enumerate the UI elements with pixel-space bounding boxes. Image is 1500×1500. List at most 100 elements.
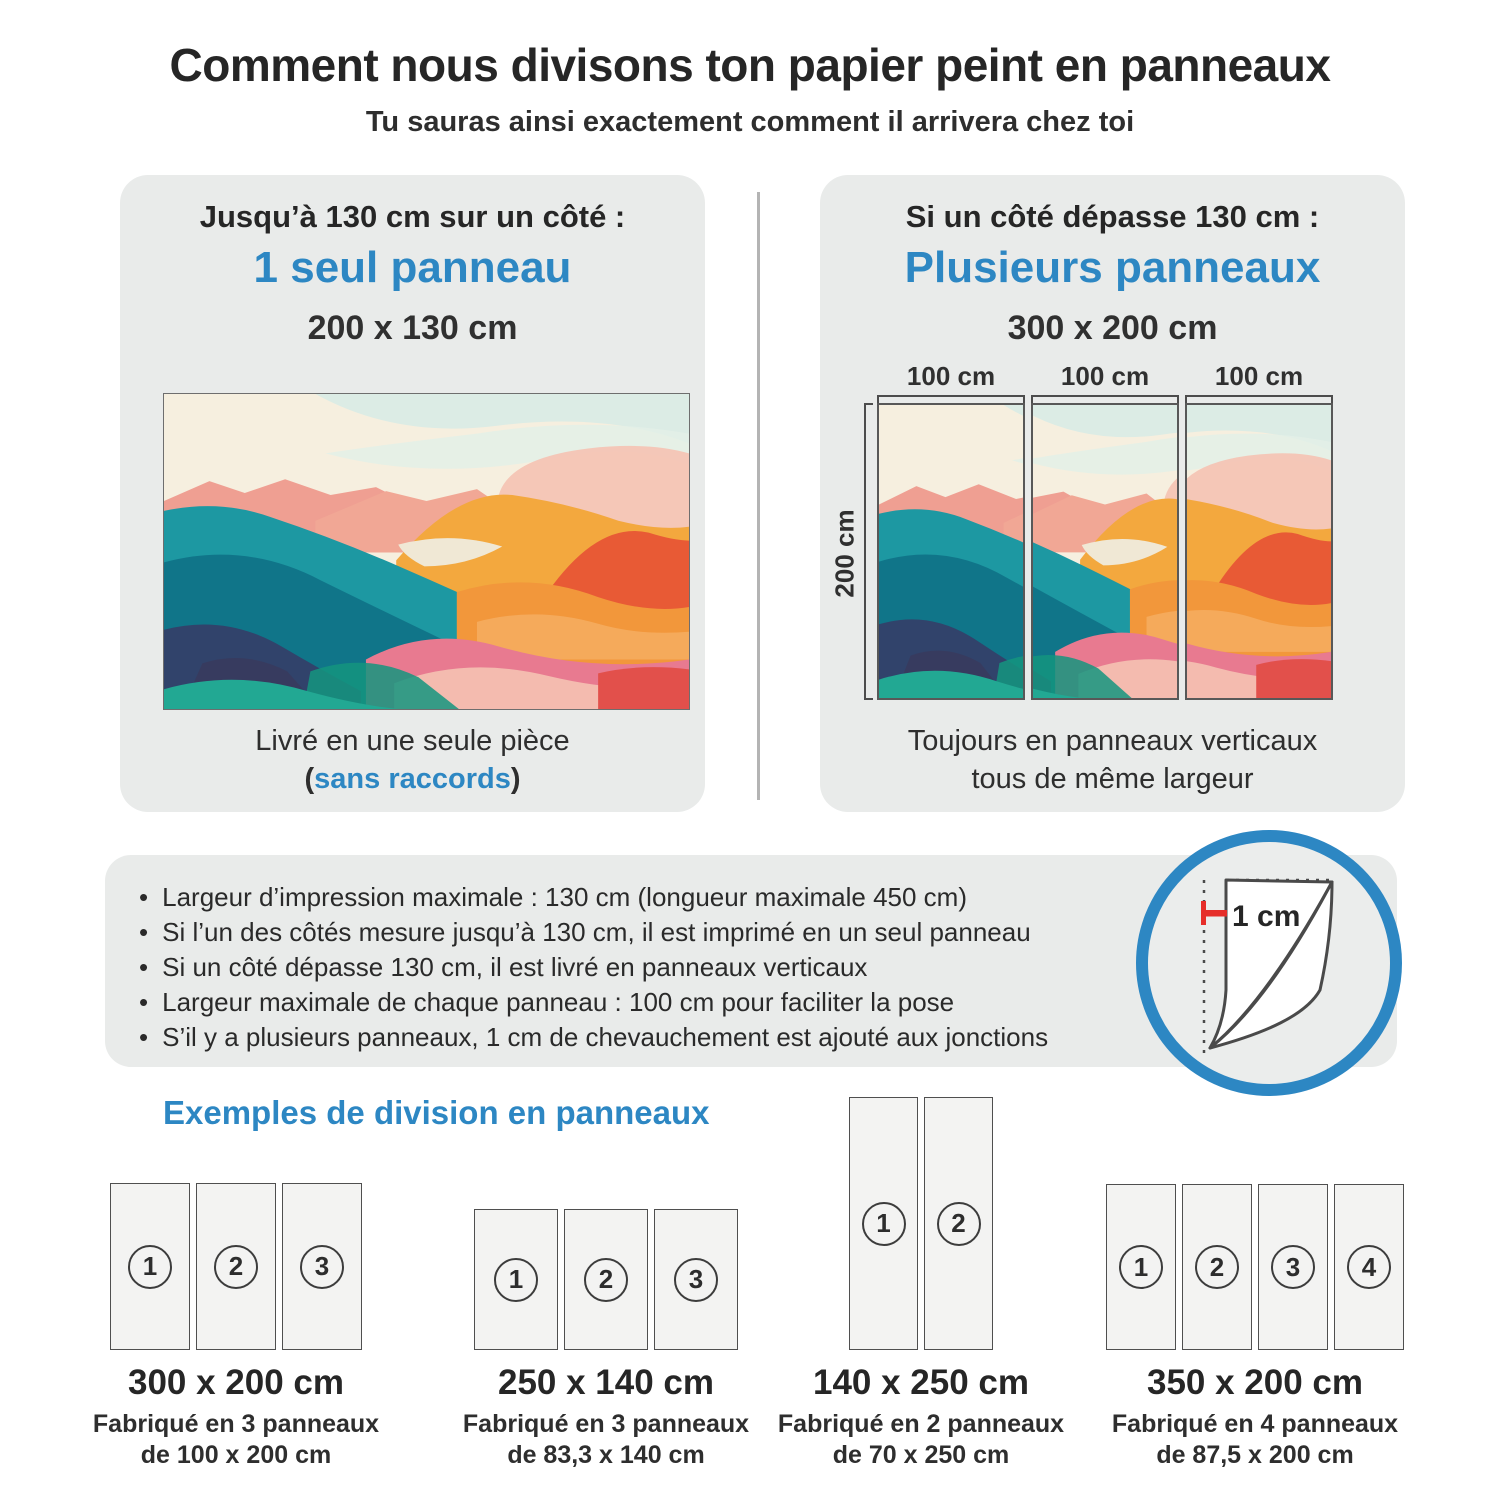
- example-panels: 1 2 3: [76, 1080, 396, 1350]
- page-peel-icon: 1 cm: [1201, 878, 1334, 1054]
- panel-number-badge: 3: [674, 1257, 718, 1302]
- panel-number-badge: 1: [861, 1201, 906, 1246]
- example-panels: 1 2 3 4: [1095, 1080, 1415, 1350]
- panels-note-line2: tous de même largeur: [971, 763, 1254, 795]
- width-measurement: 100 cm: [1185, 361, 1333, 404]
- width-measurement: 100 cm: [877, 361, 1025, 404]
- wallpaper-panel-slice: [1185, 403, 1333, 700]
- example-desc-line2: de 83,3 x 140 cm: [507, 1441, 705, 1469]
- example-desc-line2: de 100 x 200 cm: [140, 1441, 332, 1469]
- example-size: 300 x 200 cm: [127, 1363, 344, 1402]
- no-seams-highlight: sans raccords: [314, 763, 511, 795]
- example-panel: 1: [110, 1183, 190, 1350]
- example-desc: Fabriqué en 2 panneaux de 70 x 250 cm: [761, 1409, 1081, 1471]
- bullet-icon: •: [139, 952, 149, 982]
- paren-close: ): [510, 763, 521, 795]
- example-250x140: 1 2 3 250 x 140 cm Fabriqué en 3 panneau…: [446, 1080, 766, 1471]
- example-panel: 1: [474, 1209, 558, 1350]
- paren-open: (: [304, 763, 315, 795]
- panel-number-badge: 2: [214, 1244, 258, 1289]
- multi-panel-card: Si un côté dépasse 130 cm : Plusieurs pa…: [820, 175, 1405, 812]
- example-panel: 2: [924, 1097, 993, 1350]
- wallpaper-panel-strip: [877, 403, 1333, 700]
- example-desc-line1: Fabriqué en 2 panneaux: [777, 1410, 1065, 1438]
- overlap-icon: 1 cm: [1136, 830, 1402, 1096]
- panel-number-badge: 2: [584, 1257, 628, 1302]
- example-panels: 1 2 3: [446, 1080, 766, 1350]
- wallpaper-artwork: [163, 393, 690, 710]
- example-panel: 3: [282, 1183, 362, 1350]
- width-bracket: [1185, 395, 1333, 404]
- page-title: Comment nous divisons ton papier peint e…: [169, 39, 1331, 91]
- example-desc-line1: Fabriqué en 3 panneaux: [462, 1410, 750, 1438]
- condition-text: Si un côté dépasse 130 cm :: [905, 199, 1320, 234]
- panel-number-badge: 1: [494, 1257, 538, 1302]
- width-label: 100 cm: [1060, 361, 1150, 391]
- panel-number-badge: 2: [1195, 1245, 1239, 1289]
- panel-number-badge: 3: [1271, 1245, 1315, 1289]
- panel-number-badge: 1: [128, 1244, 172, 1289]
- single-panel-card: Jusqu’à 130 cm sur un côté : 1 seul pann…: [120, 175, 705, 812]
- example-300x200: 1 2 3 300 x 200 cm Fabriqué en 3 panneau…: [76, 1080, 396, 1471]
- example-size: 250 x 140 cm: [497, 1363, 714, 1402]
- panel-number-badge: 4: [1347, 1245, 1391, 1289]
- height-bracket: [864, 403, 873, 700]
- example-panel: 2: [196, 1183, 276, 1350]
- panel-number-badge: 2: [936, 1201, 981, 1246]
- width-label: 100 cm: [906, 361, 996, 391]
- size-text: 300 x 200 cm: [1007, 309, 1218, 347]
- example-panel: 2: [564, 1209, 648, 1350]
- width-measurement: 100 cm: [1031, 361, 1179, 404]
- example-panel: 2: [1182, 1184, 1252, 1350]
- width-bracket: [877, 395, 1025, 404]
- width-label: 100 cm: [1214, 361, 1304, 391]
- bullet-icon: •: [139, 882, 149, 912]
- cards-divider: [757, 192, 760, 800]
- delivery-note: Livré en une seule pièce: [255, 725, 570, 757]
- example-desc: Fabriqué en 4 panneaux de 87,5 x 200 cm: [1095, 1409, 1415, 1471]
- rule-item: • Largeur d’impression maximale : 130 cm …: [139, 880, 1397, 915]
- page-subtitle: Tu sauras ainsi exactement comment il ar…: [365, 106, 1135, 138]
- rules-list: • Largeur d’impression maximale : 130 cm …: [105, 855, 1397, 1055]
- rule-text: Si un côté dépasse 130 cm, il est livré …: [162, 952, 868, 982]
- rule-text: Largeur maximale de chaque panneau : 100…: [162, 987, 955, 1017]
- panel-number-badge: 3: [300, 1244, 344, 1289]
- example-panel: 1: [849, 1097, 918, 1350]
- condition-text: Jusqu’à 130 cm sur un côté :: [199, 199, 626, 234]
- example-desc-line2: de 87,5 x 200 cm: [1156, 1441, 1354, 1469]
- delivery-note-detail: (sans raccords): [120, 763, 705, 796]
- example-panels: 1 2: [761, 1080, 1081, 1350]
- bullet-icon: •: [139, 1022, 149, 1052]
- panel-number-badge: 1: [1119, 1245, 1163, 1289]
- rule-item: • Si un côté dépasse 130 cm, il est livré…: [139, 950, 1397, 985]
- rule-item: • Largeur maximale de chaque panneau : 10…: [139, 985, 1397, 1020]
- rule-item: • S’il y a plusieurs panneaux, 1 cm de ch…: [139, 1020, 1397, 1055]
- example-panel: 3: [1258, 1184, 1328, 1350]
- width-bracket: [1031, 395, 1179, 404]
- rule-text: S’il y a plusieurs panneaux, 1 cm de che…: [162, 1022, 1049, 1052]
- examples-heading: Exemples de division en panneaux: [163, 1094, 710, 1131]
- example-350x200: 1 2 3 4 350 x 200 cm Fabriqué en 4 panne…: [1095, 1080, 1415, 1471]
- rule-item: • Si l’un des côtés mesure jusqu’à 130 cm…: [139, 915, 1397, 950]
- example-desc-line2: de 70 x 250 cm: [832, 1441, 1010, 1469]
- example-desc: Fabriqué en 3 panneaux de 100 x 200 cm: [76, 1409, 396, 1471]
- overlap-label: 1 cm: [1232, 900, 1300, 933]
- example-panel: 4: [1334, 1184, 1404, 1350]
- width-measurement-row: 100 cm 100 cm 100 cm: [877, 361, 1333, 404]
- wallpaper-panel-slice: [1031, 403, 1179, 700]
- rule-text: Largeur d’impression maximale : 130 cm (…: [162, 882, 967, 912]
- example-panel: 1: [1106, 1184, 1176, 1350]
- example-desc-line1: Fabriqué en 3 panneaux: [92, 1410, 380, 1438]
- result-text: Plusieurs panneaux: [904, 243, 1321, 292]
- height-label: 200 cm: [829, 509, 860, 598]
- example-size: 140 x 250 cm: [812, 1363, 1029, 1402]
- example-size: 350 x 200 cm: [1146, 1363, 1363, 1402]
- example-140x250: 1 2 140 x 250 cm Fabriqué en 2 panneaux …: [761, 1080, 1081, 1471]
- wallpaper-panel-slice: [877, 403, 1025, 700]
- result-text: 1 seul panneau: [253, 243, 572, 292]
- panels-note: Toujours en panneaux verticaux: [907, 725, 1318, 757]
- size-text: 200 x 130 cm: [307, 309, 518, 347]
- example-desc: Fabriqué en 3 panneaux de 83,3 x 140 cm: [446, 1409, 766, 1471]
- bullet-icon: •: [139, 987, 149, 1017]
- bullet-icon: •: [139, 917, 149, 947]
